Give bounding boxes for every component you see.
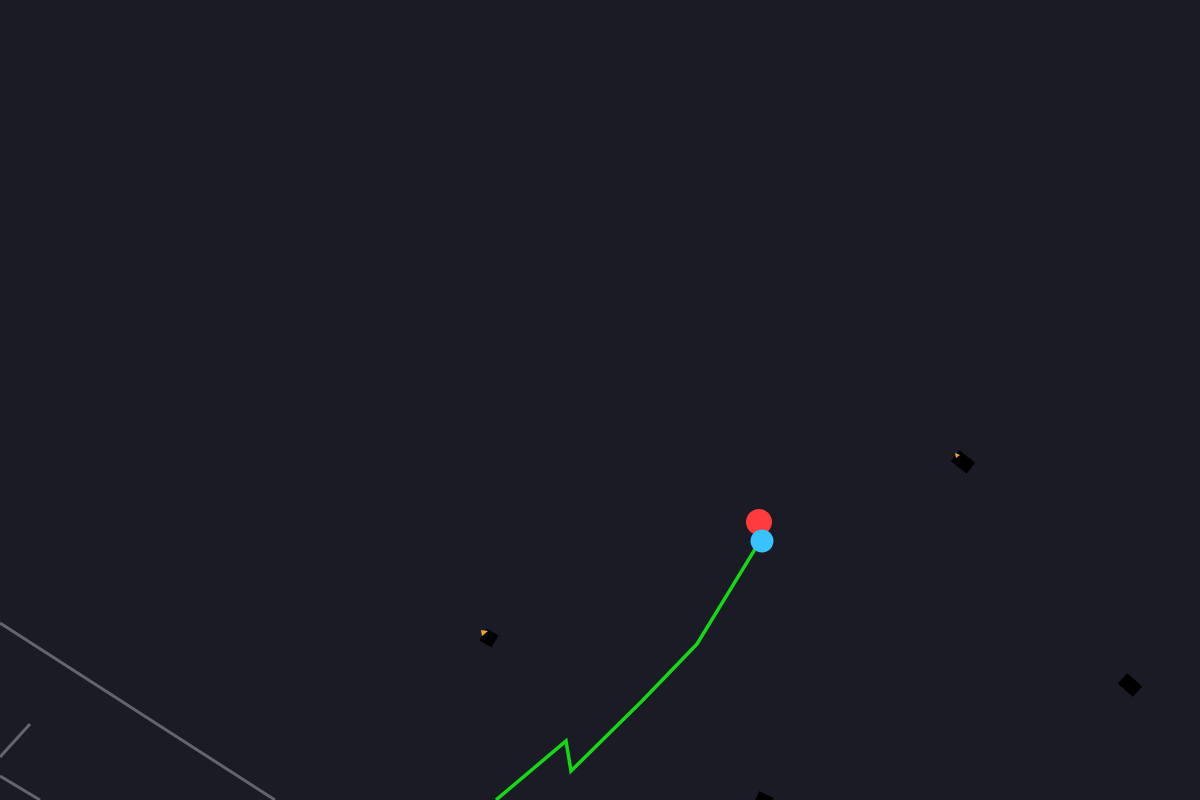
road-lines xyxy=(0,621,276,800)
obstacle-4 xyxy=(754,791,774,800)
road-line-short xyxy=(0,722,32,759)
obstacles xyxy=(479,450,1143,800)
obstacle-2-highlight xyxy=(955,453,960,458)
road-line-bottom xyxy=(0,774,41,800)
obstacle-1 xyxy=(479,628,499,648)
target-marker[interactable] xyxy=(746,509,772,535)
obstacle-4-body xyxy=(754,791,774,800)
trajectory-path xyxy=(494,540,762,800)
obstacle-2 xyxy=(950,450,976,474)
player-marker[interactable] xyxy=(750,529,774,553)
obstacle-3 xyxy=(1117,673,1143,697)
obstacle-1-highlight xyxy=(481,630,488,636)
road-line-long xyxy=(0,621,276,800)
obstacle-3-body xyxy=(1117,673,1143,697)
